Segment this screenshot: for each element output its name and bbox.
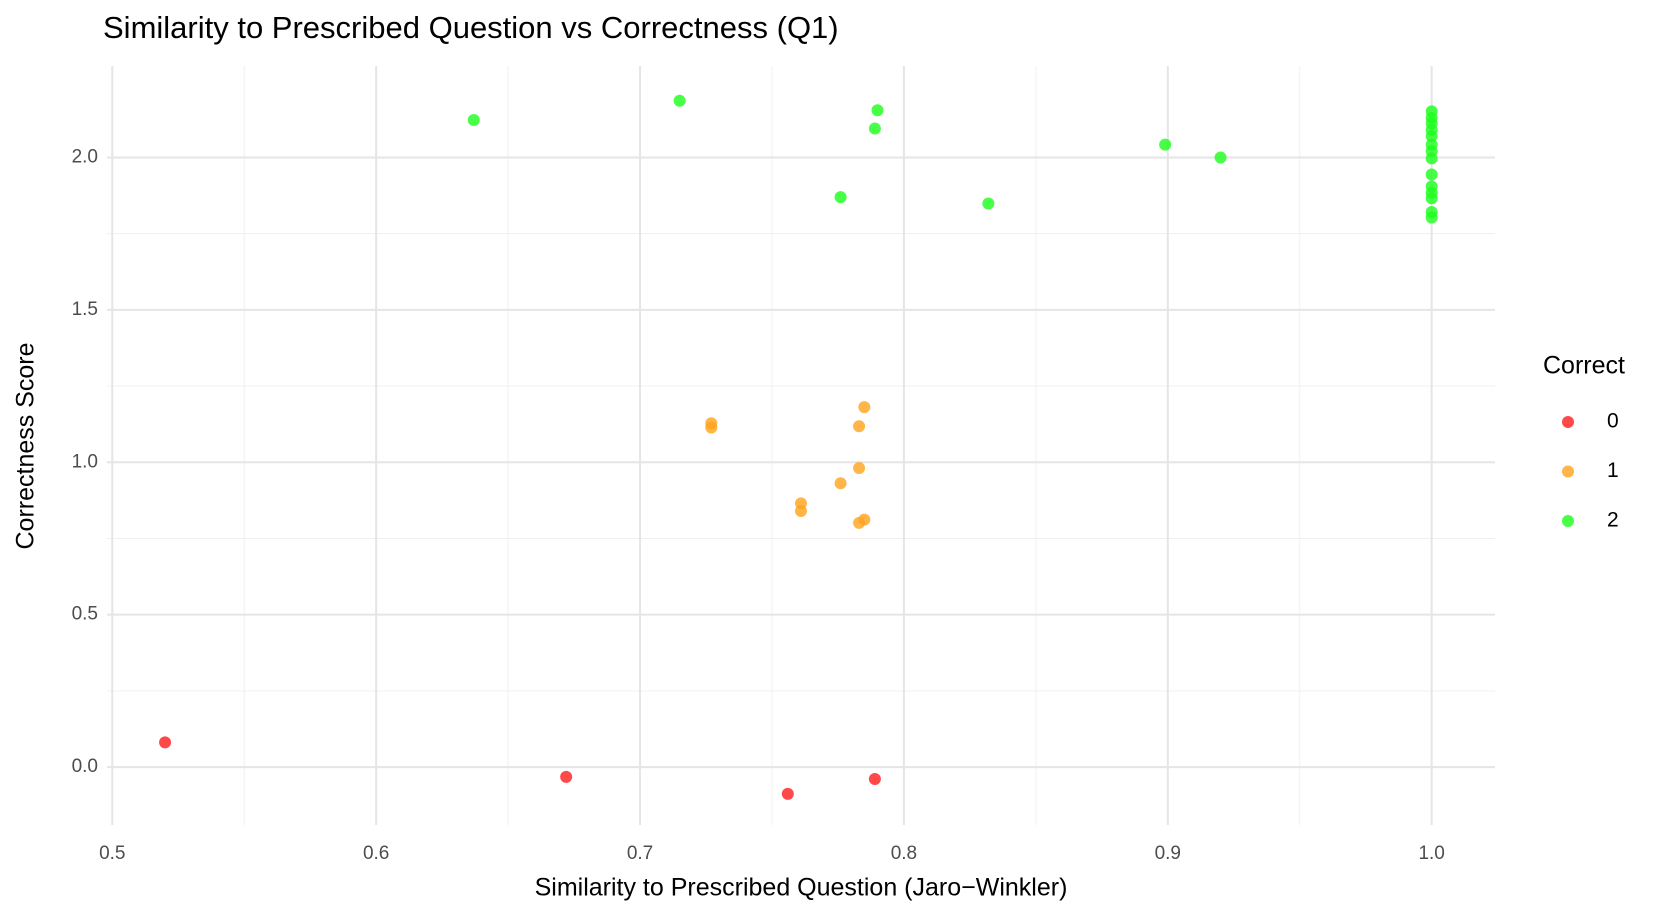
point xyxy=(982,197,995,210)
legend-swatch xyxy=(1562,416,1574,428)
point xyxy=(159,736,172,749)
point xyxy=(871,104,884,117)
x-tick-label: 0.5 xyxy=(99,843,125,864)
x-tick-label: 0.8 xyxy=(891,843,917,864)
legend-swatch xyxy=(1562,465,1574,478)
point xyxy=(673,94,686,107)
point xyxy=(1159,138,1172,151)
y-tick-label: 2.0 xyxy=(72,146,98,167)
y-tick-label: 1.5 xyxy=(72,299,98,320)
y-axis-title: Correctness Score xyxy=(12,342,40,549)
x-tick-label: 0.7 xyxy=(627,843,653,864)
y-tick-label: 0.0 xyxy=(72,756,98,777)
point xyxy=(1425,130,1438,143)
point xyxy=(868,122,881,135)
y-tick-label: 0.5 xyxy=(72,604,98,625)
point xyxy=(560,770,573,783)
point xyxy=(834,191,847,204)
point xyxy=(1425,211,1438,224)
point xyxy=(858,513,871,526)
point xyxy=(853,462,866,475)
x-tick-label: 0.6 xyxy=(363,843,389,864)
legend-title: Correct xyxy=(1543,352,1625,380)
point xyxy=(868,772,881,785)
legend-label: 1 xyxy=(1607,459,1619,482)
chart-title: Similarity to Prescribed Question vs Cor… xyxy=(103,10,839,45)
x-tick-label: 1.0 xyxy=(1418,843,1444,864)
point xyxy=(1425,152,1438,165)
point xyxy=(834,477,847,490)
point xyxy=(858,401,871,414)
point xyxy=(467,113,480,126)
point xyxy=(1214,151,1227,164)
point xyxy=(781,787,794,800)
legend-label: 0 xyxy=(1607,410,1619,433)
legend-label: 2 xyxy=(1607,509,1619,532)
point xyxy=(795,505,807,518)
y-tick-label: 1.0 xyxy=(72,451,98,472)
point xyxy=(1425,192,1438,205)
x-axis-title: Similarity to Prescribed Question (Jaro−… xyxy=(535,874,1068,902)
point xyxy=(1425,168,1438,181)
x-tick-label: 0.9 xyxy=(1155,843,1181,864)
point xyxy=(705,421,718,434)
legend-swatch xyxy=(1562,515,1574,527)
point xyxy=(853,420,866,433)
